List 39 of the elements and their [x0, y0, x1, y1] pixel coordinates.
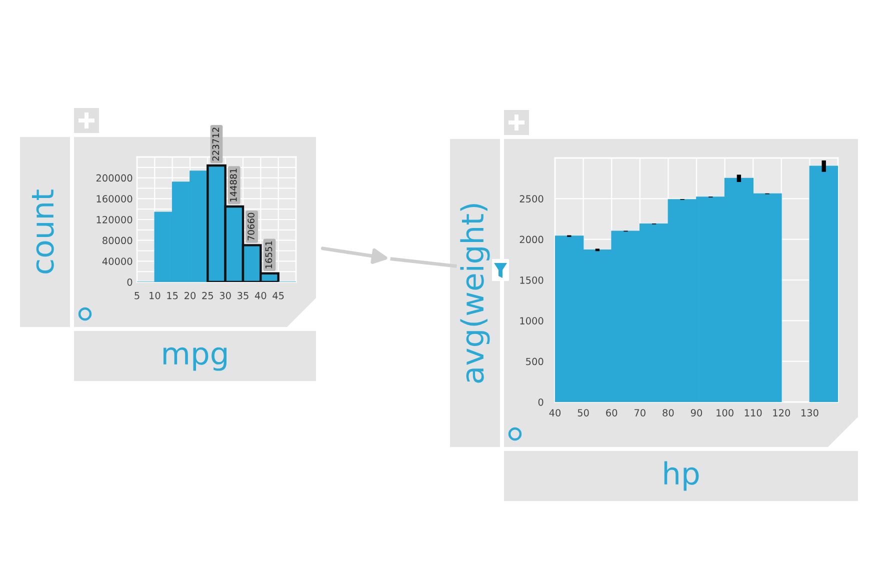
data-label: 70660 — [248, 212, 254, 240]
y-tick-label: 120000 — [96, 216, 132, 224]
x-tick-label: 70 — [634, 409, 646, 416]
x-tick-label: 15 — [167, 292, 178, 300]
x-tick-label: 30 — [220, 292, 231, 300]
x-tick-label: 110 — [744, 409, 762, 416]
y-tick-label: 2000 — [520, 236, 544, 244]
x-tick-label: 20 — [184, 292, 196, 300]
y-tick-label: 500 — [526, 358, 544, 366]
y-tick-label: 1500 — [520, 276, 544, 284]
x-axis-title: hp — [664, 461, 699, 491]
y-axis-title: avg(weight) — [460, 204, 490, 383]
y-tick-label: 2500 — [520, 195, 544, 202]
y-tick-label: 0 — [127, 278, 132, 286]
x-tick-label: 10 — [150, 292, 160, 300]
x-tick-label: 5 — [134, 292, 140, 300]
x-tick-label: 45 — [272, 292, 284, 300]
x-tick-label: 50 — [578, 409, 589, 416]
y-tick-label: 80000 — [102, 236, 132, 244]
x-axis-title: mpg — [163, 347, 226, 371]
x-tick-label: 80 — [662, 409, 674, 416]
y-tick-label: 40000 — [102, 258, 132, 265]
y-axis-title: count — [32, 190, 54, 274]
x-tick-label: 35 — [238, 292, 248, 300]
x-tick-label: 25 — [202, 292, 214, 300]
y-tick-label: 160000 — [96, 195, 132, 202]
x-tick-label: 120 — [773, 409, 790, 416]
x-tick-label: 100 — [716, 409, 734, 416]
data-label: 16551 — [265, 241, 272, 268]
y-tick-label: 1000 — [520, 317, 544, 324]
data-label: 144881 — [230, 168, 237, 202]
x-tick-label: 40 — [549, 409, 561, 416]
data-label: 223712 — [212, 128, 220, 161]
x-tick-label: 90 — [690, 409, 702, 416]
x-tick-label: 60 — [606, 409, 618, 416]
x-tick-label: 130 — [801, 409, 818, 416]
y-tick-label: 0 — [538, 398, 544, 406]
x-tick-label: 40 — [254, 292, 266, 300]
y-tick-label: 200000 — [96, 174, 132, 182]
